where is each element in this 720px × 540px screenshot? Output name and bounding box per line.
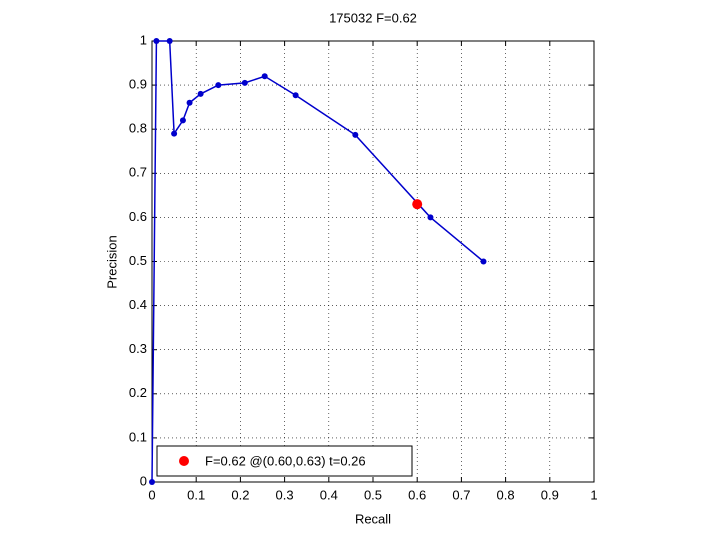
data-point: [261, 73, 268, 80]
data-point: [480, 258, 487, 265]
series-line: [151, 40, 484, 483]
data-point: [352, 131, 359, 138]
data-point: [149, 479, 155, 485]
x-tick-label: 0.7: [452, 487, 470, 502]
axes-frame: [151, 40, 595, 483]
data-point: [427, 214, 434, 221]
data-point: [179, 117, 186, 124]
data-point: [153, 38, 160, 44]
x-tick-label: 0.1: [187, 487, 205, 502]
data-point: [412, 199, 423, 210]
y-tick-label: 0.5: [129, 253, 147, 268]
x-tick-label: 0.2: [231, 487, 249, 502]
x-tick-label: 0.8: [497, 487, 515, 502]
data-point: [292, 92, 299, 99]
x-tick-label: 0: [148, 487, 155, 502]
y-tick-label: 0.6: [129, 209, 147, 224]
y-tick-label: 1: [140, 32, 147, 47]
data-point: [166, 38, 173, 44]
x-tick-label: 0.3: [276, 487, 294, 502]
y-axis-label: Precision: [104, 235, 119, 288]
x-tick-label: 0.9: [541, 487, 559, 502]
y-tick-label: 0.3: [129, 341, 147, 356]
legend-box: [156, 445, 413, 477]
y-tick-label: 0: [140, 473, 147, 488]
x-tick-label: 1: [590, 487, 597, 502]
x-tick-label: 0.6: [408, 487, 426, 502]
x-axis-label: Recall: [355, 511, 391, 526]
y-tick-label: 0.9: [129, 77, 147, 92]
chart-title: 175032 F=0.62: [329, 10, 417, 25]
y-tick-label: 0.2: [129, 385, 147, 400]
x-tick-label: 0.4: [320, 487, 338, 502]
data-point: [241, 79, 248, 86]
y-tick-label: 0.7: [129, 165, 147, 180]
legend-label: F=0.62 @(0.60,0.63) t=0.26: [205, 453, 366, 468]
y-tick-label: 0.4: [129, 297, 147, 312]
x-tick-label: 0.5: [364, 487, 382, 502]
data-point: [171, 130, 178, 137]
y-tick-label: 0.1: [129, 429, 147, 444]
data-point: [197, 90, 204, 97]
y-tick-label: 0.8: [129, 121, 147, 136]
legend-marker: [179, 456, 189, 466]
data-point: [215, 82, 222, 89]
data-point: [186, 99, 193, 106]
